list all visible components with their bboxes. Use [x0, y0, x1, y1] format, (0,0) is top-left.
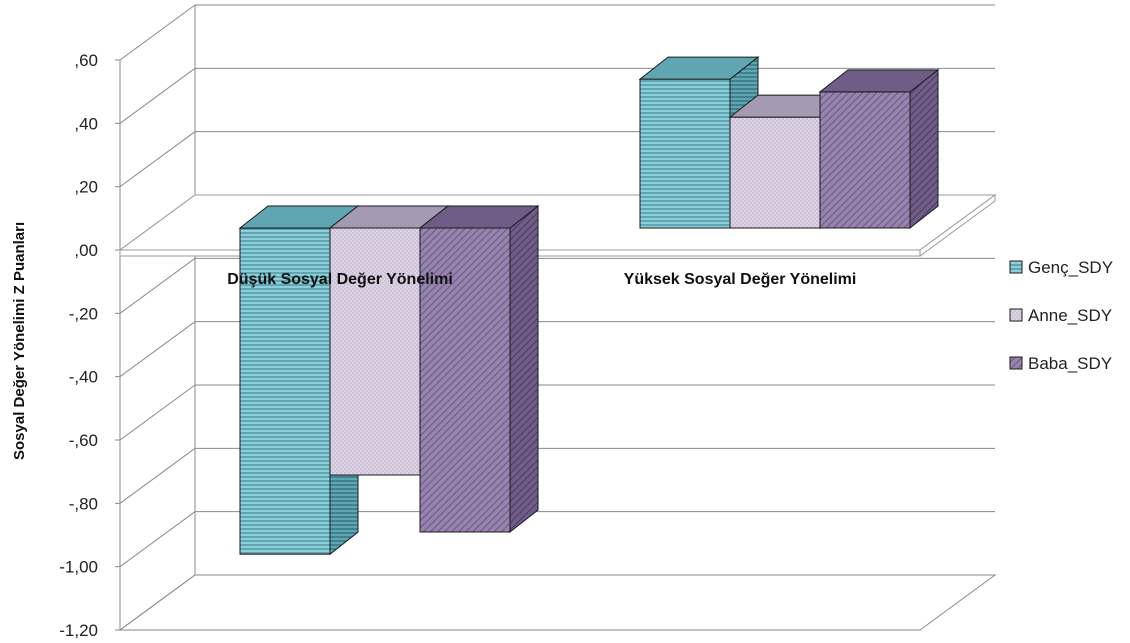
- bar-side: [509, 204, 539, 534]
- y-tick-label: ,40: [74, 114, 98, 133]
- legend-swatch: [1009, 260, 1023, 274]
- side-gridline: [119, 4, 196, 61]
- legend-item: Anne_SDY: [1009, 306, 1112, 325]
- bar-top: [638, 56, 760, 80]
- side-gridline: [119, 511, 196, 568]
- y-tick-label: -,20: [69, 304, 98, 323]
- legend-item: Genç_SDY: [1009, 258, 1113, 277]
- floor-plane: [118, 574, 997, 631]
- y-tick-label: ,60: [74, 51, 98, 70]
- side-gridline: [119, 321, 196, 378]
- bar-front: [239, 227, 331, 555]
- category-label: Düşük Sosyal Değer Yönelimi: [227, 271, 453, 288]
- side-gridline: [119, 384, 196, 441]
- bar-top: [818, 69, 940, 93]
- y-tick-label: ,20: [74, 178, 98, 197]
- bar-front: [819, 91, 911, 229]
- bar: [418, 204, 540, 534]
- side-gridline: [119, 257, 196, 314]
- y-tick-label: ,00: [74, 241, 98, 260]
- y-tick-label: -1,20: [59, 621, 98, 640]
- bar-front: [419, 227, 511, 533]
- side-gridline: [119, 67, 196, 124]
- bar-front: [639, 78, 731, 229]
- y-tick-label: -1,00: [59, 558, 98, 577]
- bars: [238, 56, 940, 556]
- zero-plane-side: [919, 194, 996, 257]
- legend-swatch: [1009, 356, 1023, 370]
- y-tick-label: -,60: [69, 431, 98, 450]
- legend-item: Baba_SDY: [1009, 354, 1112, 373]
- legend-label: Anne_SDY: [1028, 306, 1112, 325]
- legend-swatch: [1009, 308, 1023, 322]
- legend-label: Baba_SDY: [1028, 354, 1112, 373]
- side-gridline: [119, 447, 196, 504]
- y-axis-ticks: ,60 ,40 ,20 ,00 -,20 -,40 -,60 -,80 -1,00 -1,20: [59, 51, 98, 640]
- legend-label: Genç_SDY: [1028, 258, 1113, 277]
- category-labels: Düşük Sosyal Değer Yönelimi Yüksek Sosyal…: [227, 271, 856, 288]
- bar-top: [418, 205, 540, 229]
- legend: Genç_SDY Anne_SDY Baba_SDY: [1009, 258, 1113, 373]
- side-gridline: [119, 131, 196, 188]
- category-label: Yüksek Sosyal Değer Yönelimi: [624, 271, 857, 288]
- bar-side: [909, 68, 939, 230]
- y-tick-label: -,40: [69, 368, 98, 387]
- y-axis-label: Sosyal Değer Yönelimi Z Puanları: [11, 222, 28, 460]
- y-tick-label: -,80: [69, 494, 98, 513]
- bar-front: [729, 116, 821, 229]
- bar: [818, 68, 940, 230]
- bar-front: [329, 227, 421, 476]
